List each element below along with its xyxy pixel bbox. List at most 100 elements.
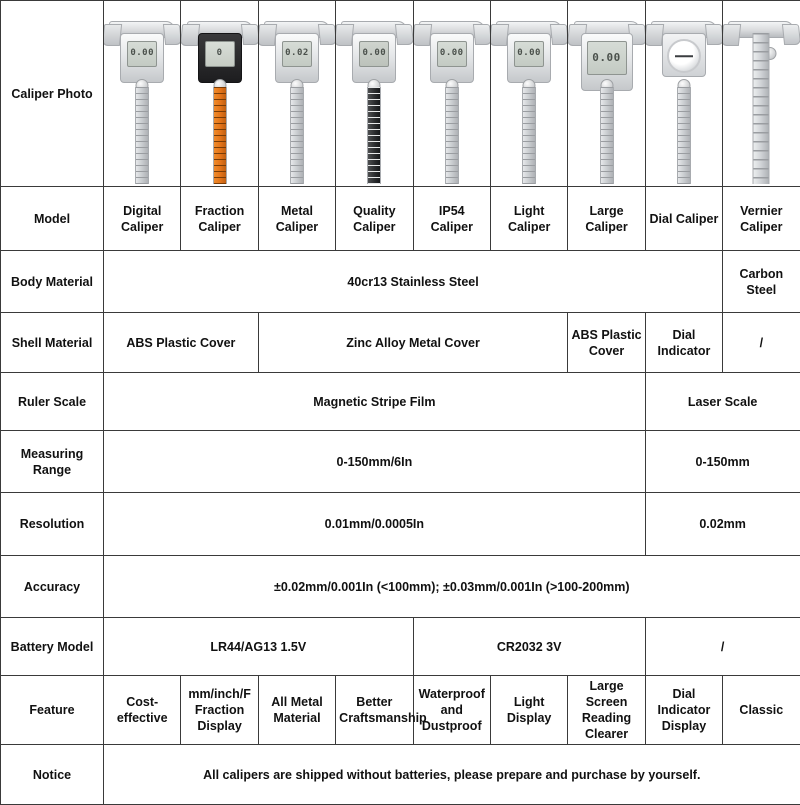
cell-feature-8: Dial Indicator Display bbox=[645, 676, 722, 745]
cell-resolution-1: 0.01mm/0.0005In bbox=[104, 493, 646, 556]
cell-measuring-range-2: 0-150mm bbox=[645, 431, 800, 493]
cell-model-6: Light Caliper bbox=[490, 187, 567, 251]
cell-shell-material-3: ABS Plastic Cover bbox=[568, 313, 645, 373]
row-caliper-photo: Caliper Photo 0.00 0 bbox=[1, 1, 800, 187]
caliper-scale-rod-icon bbox=[367, 87, 381, 184]
cell-feature-9: Classic bbox=[723, 676, 800, 745]
row-battery-model: Battery Model LR44/AG13 1.5V CR2032 3V / bbox=[1, 618, 800, 676]
row-body-material: Body Material 40cr13 Stainless Steel Car… bbox=[1, 251, 800, 313]
caliper-body-icon: 0 bbox=[198, 33, 242, 83]
caliper-scale-rod-icon bbox=[600, 87, 614, 184]
row-label-shell-material: Shell Material bbox=[1, 313, 104, 373]
caliper-body-icon: 0.02 bbox=[275, 33, 319, 83]
row-label-measuring-range: Measuring Range bbox=[1, 431, 104, 493]
cell-photo-9 bbox=[723, 1, 800, 187]
caliper-scale-rod-icon bbox=[445, 87, 459, 184]
cell-photo-6: 0.00 bbox=[490, 1, 567, 187]
caliper-body-icon: 0.00 bbox=[120, 33, 164, 83]
row-label-caliper-photo: Caliper Photo bbox=[1, 1, 104, 187]
row-label-battery-model: Battery Model bbox=[1, 618, 104, 676]
cell-photo-5: 0.00 bbox=[413, 1, 490, 187]
caliper-lcd-display: 0.00 bbox=[437, 41, 467, 67]
cell-notice-text: All calipers are shipped without batteri… bbox=[104, 745, 800, 805]
cell-battery-model-3: / bbox=[645, 618, 800, 676]
cell-shell-material-4: Dial Indicator bbox=[645, 313, 722, 373]
row-shell-material: Shell Material ABS Plastic Cover Zinc Al… bbox=[1, 313, 800, 373]
cell-photo-2: 0 bbox=[181, 1, 258, 187]
row-ruler-scale: Ruler Scale Magnetic Stripe Film Laser S… bbox=[1, 373, 800, 431]
cell-photo-1: 0.00 bbox=[104, 1, 181, 187]
dial-caliper-photo bbox=[649, 3, 719, 184]
cell-resolution-2: 0.02mm bbox=[645, 493, 800, 556]
cell-body-material-2: Carbon Steel bbox=[723, 251, 800, 313]
caliper-scale-rod-icon bbox=[522, 87, 536, 184]
cell-photo-4: 0.00 bbox=[336, 1, 413, 187]
cell-model-2: Fraction Caliper bbox=[181, 187, 258, 251]
row-label-notice: Notice bbox=[1, 745, 104, 805]
caliper-scale-rod-icon bbox=[290, 87, 304, 184]
row-label-body-material: Body Material bbox=[1, 251, 104, 313]
cell-accuracy-1: ±0.02mm/0.001In (<100mm); ±0.03mm/0.001I… bbox=[104, 556, 800, 618]
cell-ruler-scale-1: Magnetic Stripe Film bbox=[104, 373, 646, 431]
caliper-lcd-display: 0 bbox=[205, 41, 235, 67]
cell-feature-6: Light Display bbox=[490, 676, 567, 745]
row-label-ruler-scale: Ruler Scale bbox=[1, 373, 104, 431]
row-label-model: Model bbox=[1, 187, 104, 251]
cell-model-1: Digital Caliper bbox=[104, 187, 181, 251]
caliper-lcd-display: 0.00 bbox=[359, 41, 389, 67]
cell-feature-2: mm/inch/F Fraction Display bbox=[181, 676, 258, 745]
vernier-caliper-photo bbox=[726, 3, 796, 184]
cell-feature-7: Large Screen Reading Clearer bbox=[568, 676, 645, 745]
cell-feature-5: Waterproof and Dustproof bbox=[413, 676, 490, 745]
row-model: Model Digital Caliper Fraction Caliper M… bbox=[1, 187, 800, 251]
row-feature: Feature Cost-effective mm/inch/F Fractio… bbox=[1, 676, 800, 745]
caliper-lcd-display: 0.00 bbox=[127, 41, 157, 67]
large-caliper-photo: 0.00 bbox=[571, 3, 641, 184]
cell-shell-material-2: Zinc Alloy Metal Cover bbox=[258, 313, 568, 373]
cell-shell-material-1: ABS Plastic Cover bbox=[104, 313, 259, 373]
row-label-feature: Feature bbox=[1, 676, 104, 745]
row-accuracy: Accuracy ±0.02mm/0.001In (<100mm); ±0.03… bbox=[1, 556, 800, 618]
cell-feature-4: Better Craftsmanship bbox=[336, 676, 413, 745]
light-caliper-photo: 0.00 bbox=[494, 3, 564, 184]
quality-caliper-photo: 0.00 bbox=[339, 3, 409, 184]
row-measuring-range: Measuring Range 0-150mm/6In 0-150mm bbox=[1, 431, 800, 493]
cell-photo-7: 0.00 bbox=[568, 1, 645, 187]
cell-model-8: Dial Caliper bbox=[645, 187, 722, 251]
caliper-scale-rod-icon bbox=[677, 87, 691, 184]
caliper-scale-rod-icon bbox=[135, 87, 149, 184]
cell-battery-model-2: CR2032 3V bbox=[413, 618, 645, 676]
caliper-body-icon: 0.00 bbox=[352, 33, 396, 83]
caliper-lcd-display: 0.00 bbox=[514, 41, 544, 67]
cell-shell-material-5: / bbox=[723, 313, 800, 373]
cell-model-3: Metal Caliper bbox=[258, 187, 335, 251]
cell-photo-8 bbox=[645, 1, 722, 187]
caliper-lcd-display: 0.02 bbox=[282, 41, 312, 67]
digital-caliper-photo: 0.00 bbox=[107, 3, 177, 184]
row-resolution: Resolution 0.01mm/0.0005In 0.02mm bbox=[1, 493, 800, 556]
cell-model-7: Large Caliper bbox=[568, 187, 645, 251]
row-label-resolution: Resolution bbox=[1, 493, 104, 556]
caliper-scale-rod-icon bbox=[213, 87, 227, 184]
fraction-caliper-photo: 0 bbox=[184, 3, 254, 184]
cell-feature-1: Cost-effective bbox=[104, 676, 181, 745]
caliper-lcd-display: 0.00 bbox=[587, 41, 627, 75]
row-notice: Notice All calipers are shipped without … bbox=[1, 745, 800, 805]
cell-model-5: IP54 Caliper bbox=[413, 187, 490, 251]
row-label-accuracy: Accuracy bbox=[1, 556, 104, 618]
cell-measuring-range-1: 0-150mm/6In bbox=[104, 431, 646, 493]
dial-indicator-icon bbox=[667, 39, 701, 73]
caliper-scale-rod-icon bbox=[753, 33, 770, 184]
caliper-body-icon: 0.00 bbox=[507, 33, 551, 83]
cell-battery-model-1: LR44/AG13 1.5V bbox=[104, 618, 414, 676]
cell-photo-3: 0.02 bbox=[258, 1, 335, 187]
cell-body-material-1: 40cr13 Stainless Steel bbox=[104, 251, 723, 313]
cell-feature-3: All Metal Material bbox=[258, 676, 335, 745]
cell-model-4: Quality Caliper bbox=[336, 187, 413, 251]
cell-model-9: Vernier Caliper bbox=[723, 187, 800, 251]
metal-caliper-photo: 0.02 bbox=[262, 3, 332, 184]
caliper-body-icon: 0.00 bbox=[430, 33, 474, 83]
ip54-caliper-photo: 0.00 bbox=[417, 3, 487, 184]
cell-ruler-scale-2: Laser Scale bbox=[645, 373, 800, 431]
